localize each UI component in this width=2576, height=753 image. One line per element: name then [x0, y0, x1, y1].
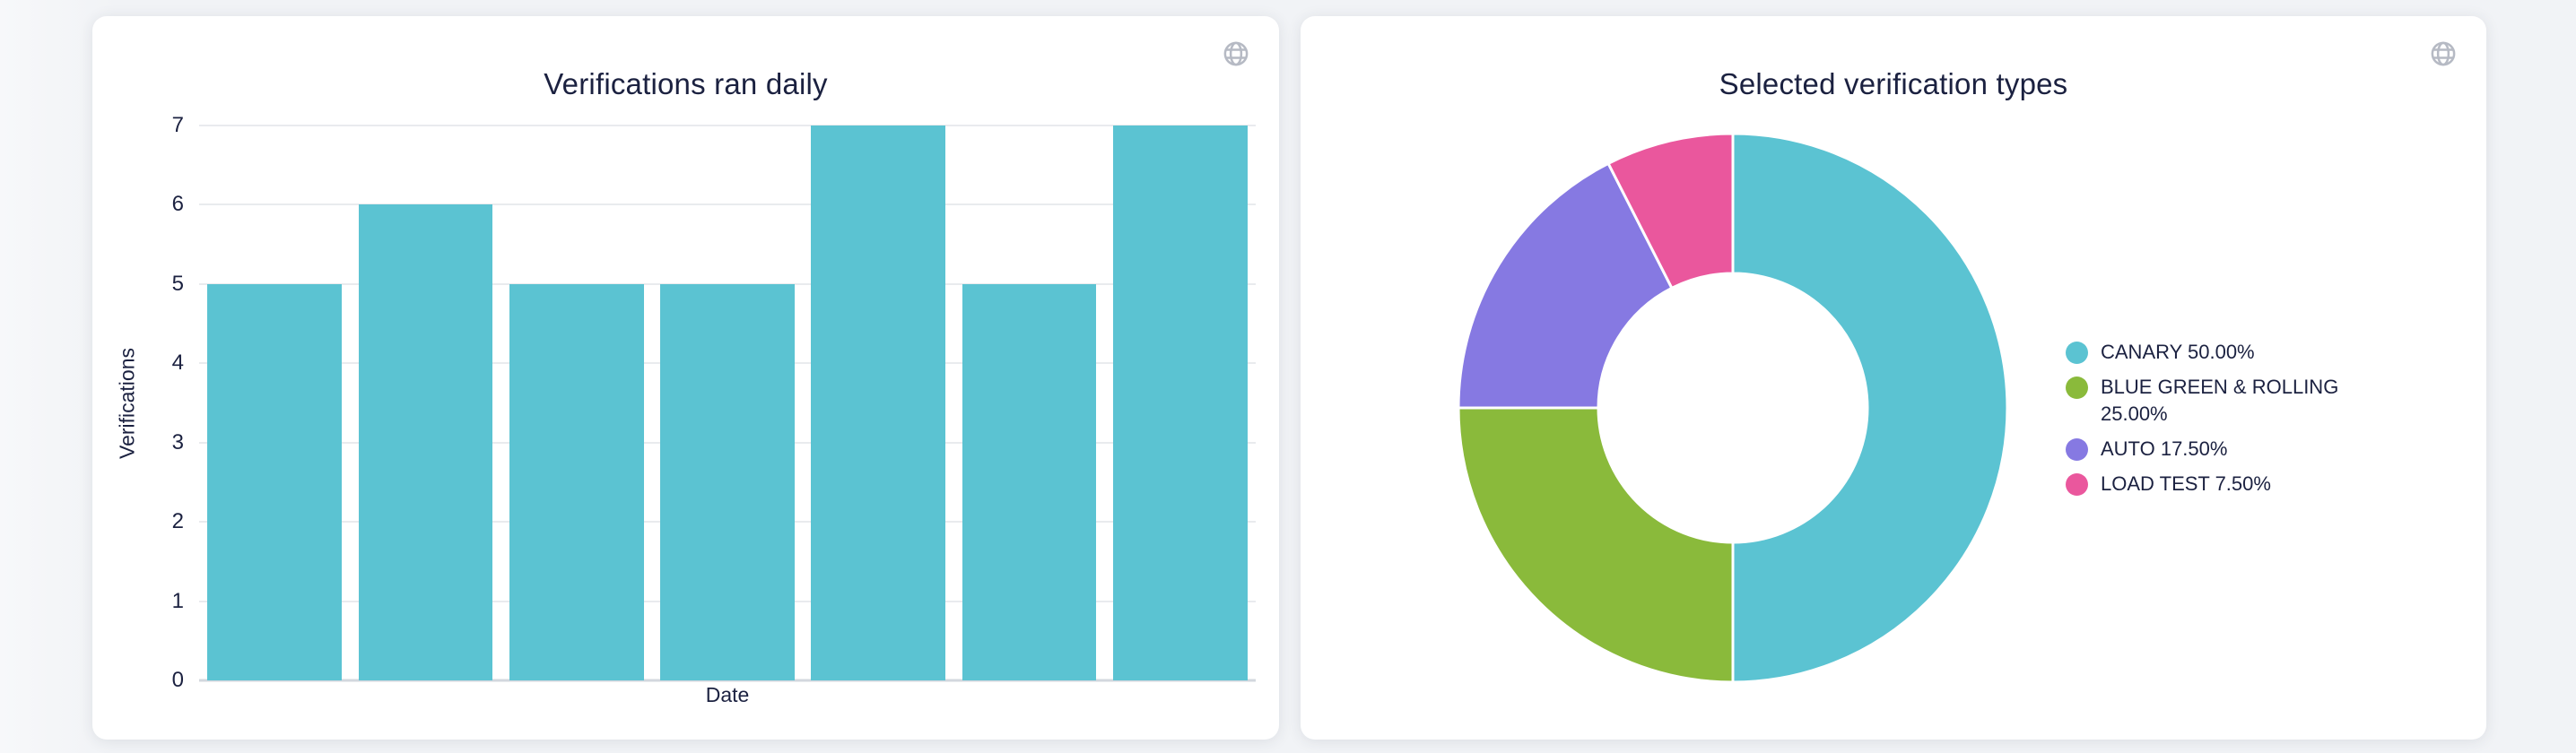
- y-tick-label: 4: [171, 351, 184, 376]
- y-tick-label: 1: [171, 588, 184, 613]
- legend-label: CANARY 50.00%: [2101, 341, 2255, 363]
- gridline: [199, 125, 1256, 126]
- verifications-ran-daily-card: Verifications ran daily 0 1 2 3 4 5 6 7 Date Ve…: [92, 16, 1279, 740]
- selected-verification-types-card: Selected verification types CANARY 50.00…: [1301, 16, 2486, 740]
- legend-dot: [2066, 473, 2088, 496]
- bar-day-2[interactable]: [358, 204, 493, 680]
- legend-label: AUTO 17.50%: [2101, 437, 2228, 460]
- gridline: [199, 203, 1256, 206]
- donut-chart-title: Selected verification types: [1719, 67, 2068, 101]
- bar-day-5[interactable]: [811, 126, 946, 680]
- bar-day-4[interactable]: [660, 283, 795, 680]
- y-tick-label: 2: [171, 509, 184, 534]
- legend-item-auto[interactable]: AUTO 17.50%: [2066, 436, 2344, 463]
- bar-day-3[interactable]: [509, 283, 644, 680]
- bar-series: [199, 126, 1256, 680]
- y-axis-tick-labels: 0 1 2 3 4 5 6 7: [92, 115, 184, 691]
- legend-label: BLUE GREEN & ROLLING 25.00%: [2101, 376, 2339, 425]
- legend-item-blue-green-rolling[interactable]: BLUE GREEN & ROLLING 25.00%: [2066, 374, 2344, 428]
- legend-label: LOAD TEST 7.50%: [2101, 472, 2271, 495]
- bar-day-6[interactable]: [962, 283, 1097, 680]
- x-axis-baseline: [199, 679, 1256, 682]
- donut-slice-blue-green-rolling[interactable]: [1457, 406, 1735, 684]
- legend-dot: [2066, 376, 2088, 399]
- bar-chart-plot-area: [199, 125, 1256, 682]
- donut-legend: CANARY 50.00% BLUE GREEN & ROLLING 25.00%…: [2066, 339, 2344, 498]
- legend-item-load-test[interactable]: LOAD TEST 7.50%: [2066, 471, 2344, 498]
- donut-chart: [1457, 132, 2009, 684]
- y-tick-label: 6: [171, 192, 184, 217]
- donut-slice-load-test[interactable]: [1606, 132, 1735, 290]
- legend-dot: [2066, 438, 2088, 461]
- y-tick-label: 7: [171, 113, 184, 137]
- bar-day-7[interactable]: [1112, 126, 1248, 680]
- bar-day-1[interactable]: [207, 283, 343, 680]
- y-tick-label: 0: [171, 668, 184, 692]
- legend-dot: [2066, 342, 2088, 364]
- y-tick-label: 5: [171, 271, 184, 296]
- y-axis-label: Verifications: [115, 347, 139, 460]
- globe-icon-button[interactable]: [1222, 39, 1250, 68]
- x-axis-label: Date: [705, 683, 750, 706]
- y-tick-label: 3: [171, 429, 184, 454]
- globe-icon: [1223, 41, 1249, 66]
- bar-chart-title: Verifications ran daily: [544, 67, 828, 101]
- donut-slice-auto[interactable]: [1457, 161, 1674, 410]
- legend-item-canary[interactable]: CANARY 50.00%: [2066, 339, 2344, 366]
- donut-slice-canary[interactable]: [1731, 132, 2009, 684]
- globe-icon: [2431, 41, 2456, 66]
- globe-icon-button[interactable]: [2429, 39, 2458, 68]
